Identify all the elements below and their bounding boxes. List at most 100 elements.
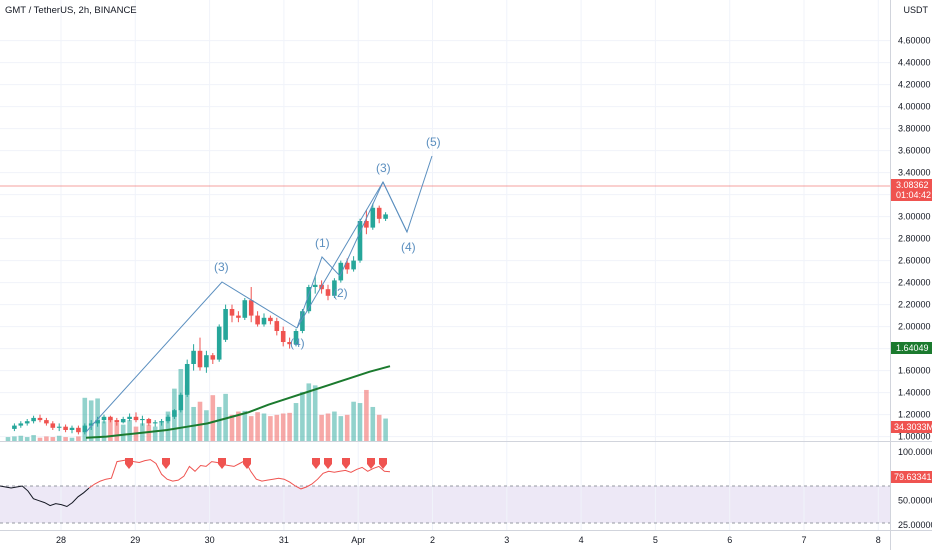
candle-body [370,207,376,228]
candle-body [184,364,190,395]
candle-body [18,423,24,426]
candle-body [300,311,305,331]
volume-bar [37,437,43,441]
volume-bar [370,406,376,441]
signal-marker [342,458,350,469]
oscillator-tick-label: 100.00000 [898,447,932,457]
candle-body [108,416,113,421]
candle-body [383,214,388,219]
volume-bar [242,410,248,441]
price-tick-label: 3.80000 [898,124,931,134]
price-tick-label: 2.80000 [898,234,931,244]
candle-body [351,260,356,270]
candle-body [210,355,216,360]
volume-bar [300,391,305,441]
price-tick-label: 2.60000 [898,256,931,266]
volume-bar [223,393,228,441]
wave-label-1: (1) [315,236,330,250]
candle-body [332,280,337,296]
volume-bar [44,436,49,441]
last-price-label: 3.08362 [896,180,929,190]
signal-marker [312,458,320,469]
time-tick-label: 6 [727,535,732,545]
candle-body [191,350,196,364]
price-tick-label: 1.60000 [898,366,931,376]
time-tick-label: 3 [504,535,509,545]
volume-bar [376,414,382,441]
time-tick-label: 28 [56,535,66,545]
wave-label-3b: (3) [376,161,391,175]
volume-bar [204,410,209,441]
volume-bar [261,413,267,441]
wave-label-5: (5) [426,135,441,149]
oscillator [0,458,391,508]
symbol-title[interactable]: GMT / TetherUS, 2h, BINANCE [5,5,137,16]
wave-label-2: (2) [333,286,348,300]
candle-body [242,300,248,318]
time-tick-label: 4 [579,535,584,545]
time-tick-label: 8 [876,535,881,545]
volume-bar [332,411,337,441]
volume-bar [216,406,222,441]
volume-bar [312,385,318,441]
oscillator-tick-label: 50.00000 [898,496,932,506]
volume-bar [191,406,196,441]
volume-bar [236,411,241,441]
price-tick-label: 4.00000 [898,102,931,112]
volume-bar [31,435,36,441]
volume-bar [165,411,171,441]
elliott-wave-3[interactable] [296,181,384,329]
wave-label-4b: (4) [401,240,416,254]
volume-bar [5,437,11,441]
volume-bar [69,437,75,441]
volume-bar [319,414,324,441]
elliott-wave-2[interactable] [296,155,433,329]
price-axis-unit: USDT [904,5,929,15]
volume-bar [287,412,292,441]
wave-label-4a: (4) [290,336,305,350]
candle-body [165,416,171,422]
oscillator-value-label-bg [891,471,932,483]
last-price-label-bg [891,179,932,201]
candle-body [325,289,331,296]
ma-value-label-bg [891,342,932,354]
price-tick-label: 1.00000 [898,432,931,442]
time-axis[interactable]: 28 29 30 31 Apr 2 3 4 5 6 7 8 [56,535,881,545]
price-tick-label: 4.60000 [898,36,931,46]
oscillator-tick-label: 25.00000 [898,520,932,530]
candle-body [44,420,49,424]
elliott-wave-4[interactable] [382,181,408,233]
signal-marker [162,458,170,469]
candle-body [114,420,120,423]
candle-body [255,315,260,325]
volume-bar [357,403,363,441]
volume-bar [383,418,388,441]
volume-bar [268,416,273,441]
time-tick-label: 2 [430,535,435,545]
time-tick-label: 31 [279,535,289,545]
candle-body [101,416,107,421]
main-pane[interactable] [0,0,890,441]
elliott-wave-1[interactable] [85,281,298,433]
price-tick-label: 3.60000 [898,146,931,156]
candle-body [293,331,299,345]
candle-body [376,207,382,219]
volume-bar [152,426,158,441]
candle-body [146,419,152,424]
candle-body [88,423,94,426]
moving-average-line [85,365,391,439]
candle-body [140,419,145,421]
candle-body [172,410,177,417]
volume-bar [274,414,280,441]
price-tick-label: 3.00000 [898,212,931,222]
price-tick-label: 3.40000 [898,168,931,178]
volume-bar [197,401,203,441]
candle-body [76,427,81,433]
volume-bar [50,437,56,441]
price-axis[interactable]: 4.60000 4.40000 4.20000 4.00000 3.80000 3.600… [898,36,931,442]
volume-bar [248,416,254,441]
volume-bar [210,395,216,441]
volume-bar [255,412,260,441]
